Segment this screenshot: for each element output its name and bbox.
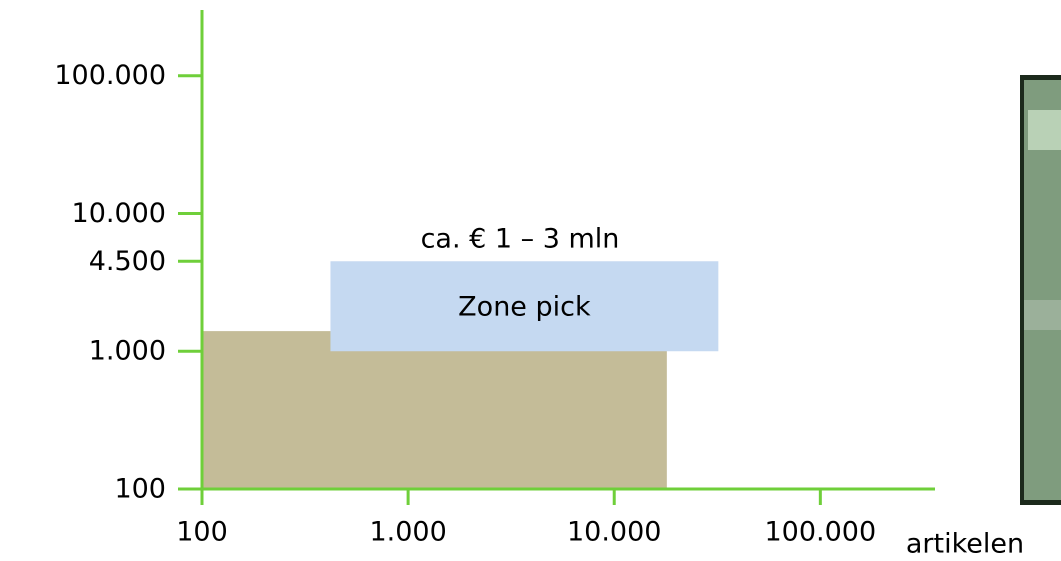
y-tick-label: 1.000 (89, 336, 166, 367)
photo-detail (1028, 110, 1061, 150)
y-tick-label: 100 (114, 474, 166, 505)
x-tick-label: 100 (176, 517, 228, 548)
region (202, 331, 667, 489)
y-tick-label: 4.500 (89, 246, 166, 277)
x-tick-label: 1.000 (369, 517, 446, 548)
region-label: Zone pick (458, 292, 591, 323)
region (330, 261, 719, 352)
y-tick-label: 100.000 (54, 60, 166, 91)
annotation: ca. € 1 – 3 mln (421, 224, 620, 255)
photo (1020, 75, 1061, 505)
x-tick-label: 10.000 (567, 517, 661, 548)
x-axis-label: artikelen (906, 529, 1024, 558)
photo-detail (1024, 300, 1061, 330)
x-tick-label: 100.000 (765, 517, 877, 548)
y-tick-label: 10.000 (72, 198, 166, 229)
